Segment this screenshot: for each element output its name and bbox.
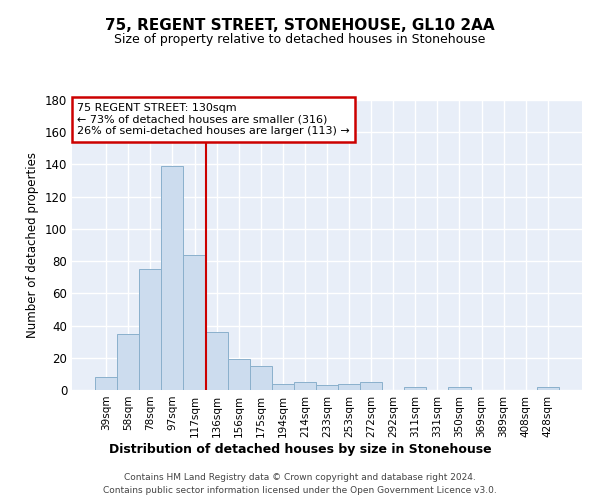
Bar [448,387,470,390]
Text: Contains public sector information licensed under the Open Government Licence v3: Contains public sector information licen… [103,486,497,495]
Bar [95,377,117,390]
Bar [537,387,559,390]
Bar [360,382,382,390]
Bar [139,269,161,390]
Bar [206,332,227,390]
Text: 75 REGENT STREET: 130sqm
← 73% of detached houses are smaller (316)
26% of semi-: 75 REGENT STREET: 130sqm ← 73% of detach… [77,103,350,136]
Bar [404,387,427,390]
Bar [294,382,316,390]
Bar [316,385,338,390]
Bar [184,254,206,390]
Text: Distribution of detached houses by size in Stonehouse: Distribution of detached houses by size … [109,442,491,456]
Text: Contains HM Land Registry data © Crown copyright and database right 2024.: Contains HM Land Registry data © Crown c… [124,472,476,482]
Bar [250,366,272,390]
Text: 75, REGENT STREET, STONEHOUSE, GL10 2AA: 75, REGENT STREET, STONEHOUSE, GL10 2AA [105,18,495,32]
Bar [227,360,250,390]
Bar [272,384,294,390]
Bar [117,334,139,390]
Y-axis label: Number of detached properties: Number of detached properties [26,152,39,338]
Bar [338,384,360,390]
Bar [161,166,184,390]
Text: Size of property relative to detached houses in Stonehouse: Size of property relative to detached ho… [115,32,485,46]
